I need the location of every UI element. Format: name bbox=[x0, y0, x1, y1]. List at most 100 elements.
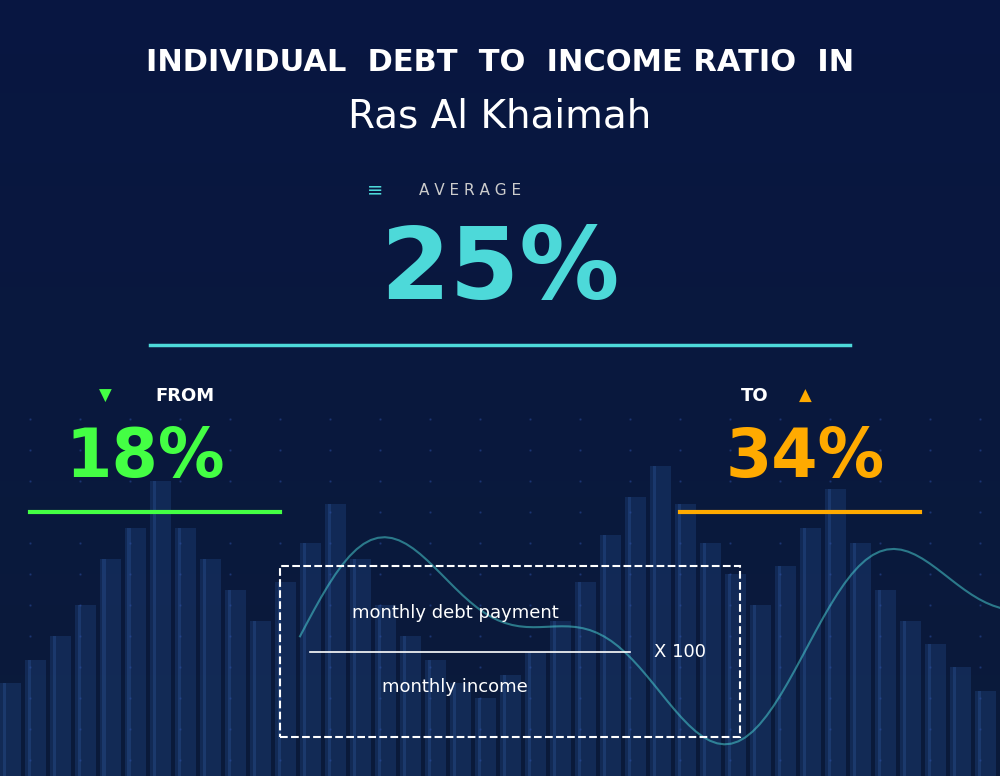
Text: 25%: 25% bbox=[380, 223, 620, 320]
Bar bbox=[0, 520, 1000, 528]
Bar bbox=[978, 691, 981, 776]
Bar bbox=[0, 372, 1000, 380]
Bar bbox=[2, 683, 6, 776]
Bar bbox=[552, 621, 556, 776]
Bar bbox=[450, 683, 471, 776]
Bar bbox=[0, 745, 1000, 753]
Bar bbox=[102, 559, 106, 776]
Bar bbox=[0, 132, 1000, 140]
Bar bbox=[0, 147, 1000, 155]
Bar bbox=[0, 388, 1000, 396]
Bar bbox=[952, 667, 956, 776]
Bar bbox=[0, 31, 1000, 39]
Bar bbox=[975, 691, 996, 776]
Bar bbox=[453, 683, 456, 776]
Bar bbox=[652, 466, 656, 776]
Bar bbox=[928, 644, 931, 776]
Bar bbox=[150, 481, 171, 776]
Text: INDIVIDUAL  DEBT  TO  INCOME RATIO  IN: INDIVIDUAL DEBT TO INCOME RATIO IN bbox=[146, 47, 854, 77]
Bar bbox=[0, 47, 1000, 54]
Bar bbox=[600, 535, 621, 776]
Bar bbox=[675, 504, 696, 776]
Bar bbox=[0, 186, 1000, 194]
Bar bbox=[100, 559, 121, 776]
Bar bbox=[878, 590, 881, 776]
Bar bbox=[0, 566, 1000, 574]
Bar bbox=[0, 326, 1000, 334]
Bar bbox=[850, 543, 871, 776]
Bar bbox=[0, 287, 1000, 295]
Bar bbox=[525, 652, 546, 776]
Bar bbox=[775, 566, 796, 776]
Text: X 100: X 100 bbox=[654, 643, 706, 661]
Text: 18%: 18% bbox=[65, 424, 225, 491]
Bar bbox=[875, 590, 896, 776]
Bar bbox=[202, 559, 206, 776]
Bar bbox=[0, 279, 1000, 287]
Bar bbox=[578, 582, 581, 776]
Bar bbox=[0, 349, 1000, 357]
Bar bbox=[625, 497, 646, 776]
Bar bbox=[0, 8, 1000, 16]
Bar bbox=[0, 722, 1000, 729]
Bar bbox=[52, 636, 56, 776]
Bar bbox=[0, 0, 1000, 8]
Bar bbox=[0, 163, 1000, 171]
Bar bbox=[325, 504, 346, 776]
Bar bbox=[0, 660, 1000, 667]
Bar bbox=[802, 528, 806, 776]
Bar bbox=[0, 598, 1000, 605]
Bar bbox=[0, 652, 1000, 660]
Bar bbox=[828, 489, 831, 776]
Text: ▲: ▲ bbox=[799, 386, 811, 405]
Bar bbox=[528, 652, 531, 776]
Bar bbox=[350, 559, 371, 776]
Bar bbox=[378, 605, 381, 776]
Bar bbox=[0, 466, 1000, 473]
Bar bbox=[650, 466, 671, 776]
Bar bbox=[0, 667, 1000, 675]
Bar bbox=[225, 590, 246, 776]
Bar bbox=[0, 248, 1000, 256]
Bar bbox=[300, 543, 321, 776]
Bar bbox=[0, 365, 1000, 372]
Bar bbox=[0, 272, 1000, 279]
Bar bbox=[280, 566, 740, 737]
Bar bbox=[0, 691, 1000, 698]
Bar bbox=[700, 543, 721, 776]
Bar bbox=[228, 590, 231, 776]
Bar bbox=[0, 551, 1000, 559]
Text: TO: TO bbox=[741, 386, 769, 405]
Bar bbox=[0, 559, 1000, 566]
Bar bbox=[0, 675, 1000, 683]
Bar bbox=[0, 241, 1000, 248]
Text: monthly debt payment: monthly debt payment bbox=[352, 604, 558, 622]
Bar bbox=[628, 497, 631, 776]
Text: A V E R A G E: A V E R A G E bbox=[419, 182, 521, 198]
Bar bbox=[0, 543, 1000, 551]
Bar bbox=[328, 504, 331, 776]
Bar bbox=[278, 582, 281, 776]
Bar bbox=[0, 78, 1000, 85]
Bar bbox=[0, 590, 1000, 598]
Bar bbox=[0, 737, 1000, 745]
Bar bbox=[0, 225, 1000, 233]
Bar bbox=[0, 768, 1000, 776]
Bar bbox=[302, 543, 306, 776]
Bar bbox=[925, 644, 946, 776]
Bar bbox=[0, 70, 1000, 78]
Bar bbox=[902, 621, 906, 776]
Bar bbox=[0, 605, 1000, 613]
Bar bbox=[0, 504, 1000, 512]
Text: ▼: ▼ bbox=[99, 386, 111, 405]
Bar bbox=[0, 473, 1000, 481]
Bar bbox=[0, 140, 1000, 147]
Bar bbox=[0, 171, 1000, 178]
Bar bbox=[403, 636, 406, 776]
Bar bbox=[0, 442, 1000, 450]
Bar bbox=[0, 62, 1000, 70]
Bar bbox=[0, 489, 1000, 497]
Bar bbox=[0, 404, 1000, 411]
Bar bbox=[252, 621, 256, 776]
Bar bbox=[602, 535, 606, 776]
